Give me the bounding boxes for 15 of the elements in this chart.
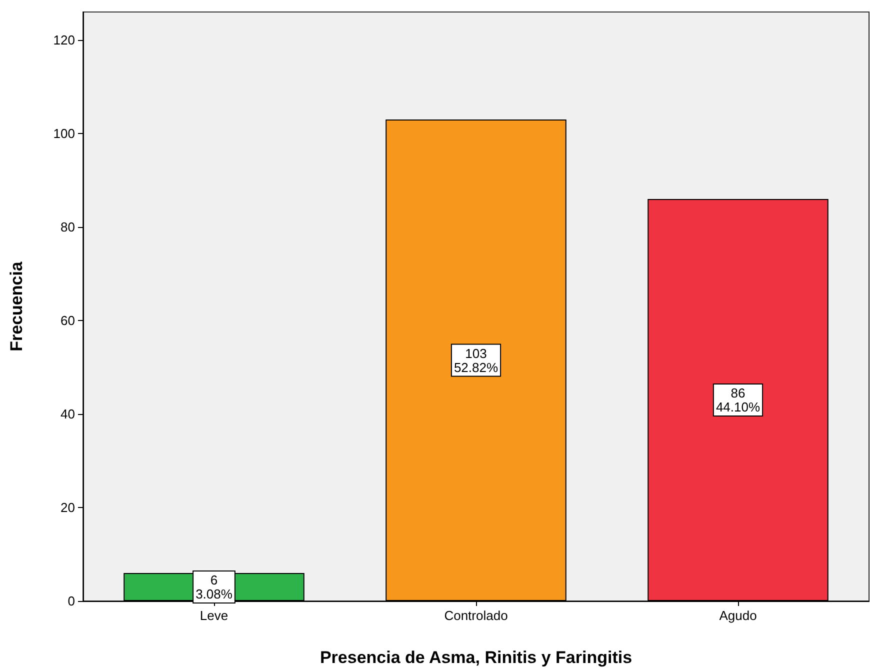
y-tick-label: 20 bbox=[60, 500, 75, 516]
x-tick-label: Leve bbox=[200, 608, 228, 623]
y-tick-label: 120 bbox=[53, 32, 75, 48]
y-tick-label: 80 bbox=[60, 220, 75, 235]
data-label: 6 3.08% bbox=[196, 572, 233, 602]
y-tick-label: 60 bbox=[60, 313, 75, 328]
data-label: 103 52.82% bbox=[454, 346, 498, 375]
x-tick-label: Controlado bbox=[444, 608, 508, 623]
data-label: 86 44.10% bbox=[716, 385, 760, 414]
y-tick-label: 100 bbox=[53, 126, 75, 142]
y-tick-label: 0 bbox=[68, 594, 75, 608]
x-axis-title: Presencia de Asma, Rinitis y Faringitis bbox=[320, 648, 632, 667]
x-tick-label: Agudo bbox=[719, 608, 757, 623]
y-axis-title: Frecuencia bbox=[7, 261, 26, 352]
y-tick-label: 40 bbox=[60, 406, 75, 422]
